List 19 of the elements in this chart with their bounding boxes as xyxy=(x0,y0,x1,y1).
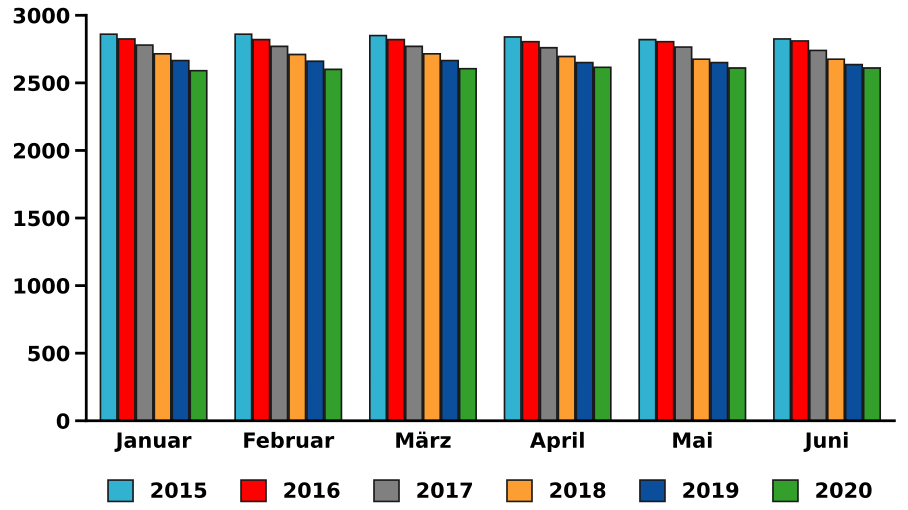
y-tick-label: 1500 xyxy=(14,210,70,226)
x-tick-label: Januar xyxy=(114,432,192,452)
x-tick-label: April xyxy=(530,432,584,452)
x-tick-label: Februar xyxy=(244,432,334,448)
y-tick-label: 3000 xyxy=(14,8,70,24)
x-tick-label: Mai xyxy=(673,432,712,448)
legend-label: 2018 xyxy=(550,482,606,498)
y-tick-label: 1000 xyxy=(14,278,70,294)
legend-label: 2015 xyxy=(151,482,206,498)
y-tick-label: 2000 xyxy=(14,142,70,159)
x-tick-label: Juni xyxy=(804,432,848,452)
legend-label: 2017 xyxy=(417,482,472,498)
y-tick-label: 0 xyxy=(56,413,70,429)
legend-label: 2019 xyxy=(683,482,738,498)
legend-label: 2020 xyxy=(816,482,872,498)
legend-label: 2016 xyxy=(284,482,340,498)
y-tick-label: 2500 xyxy=(14,75,70,92)
x-tick-label: März xyxy=(396,432,451,448)
y-tick-label: 500 xyxy=(28,346,70,362)
